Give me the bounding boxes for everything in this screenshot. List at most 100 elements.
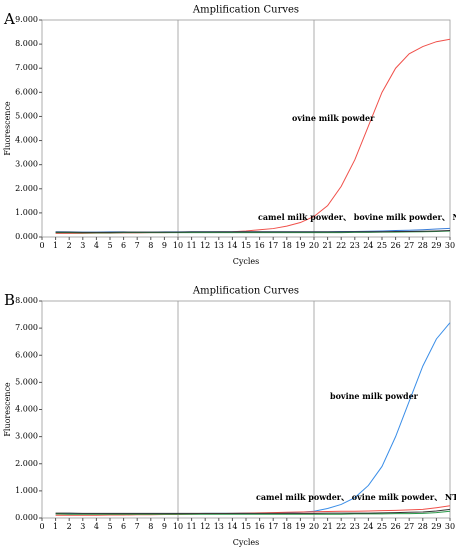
x-tick-label: 23 [350,241,360,250]
y-tick-label: 0.000 [15,513,38,522]
x-tick-label: 22 [336,522,346,531]
y-tick-label: 9.000 [15,15,38,24]
y-tick-label: 3.000 [15,432,38,441]
y-tick-label: 6.000 [15,87,38,96]
x-tick-label: 7 [135,241,140,250]
x-tick-label: 21 [323,522,333,531]
annotation: camel milk powder、 ovine milk powder、 NT… [256,492,456,502]
x-tick-label: 5 [107,522,112,531]
x-tick-label: 28 [418,522,428,531]
x-tick-label: 21 [323,241,333,250]
x-tick-label: 30 [445,241,455,250]
series-line [55,38,451,234]
y-tick-label: 7.000 [15,63,38,72]
x-tick-label: 18 [282,522,292,531]
panel-label: A [3,10,15,28]
y-tick-label: 5.000 [15,377,38,386]
y-tick-label: 6.000 [15,350,38,359]
x-tick-label: 16 [255,522,265,531]
y-tick-label: 4.000 [15,136,38,145]
x-tick-label: 9 [162,522,167,531]
x-tick-label: 17 [268,522,278,531]
x-tick-label: 16 [255,241,265,250]
y-tick-label: 3.000 [15,160,38,169]
x-tick-label: 20 [309,241,319,250]
x-tick-label: 6 [121,241,126,250]
plot-area [41,19,451,238]
x-tick-label: 19 [295,241,305,250]
x-tick-label: 15 [241,522,251,531]
x-axis-label: Cycles [233,538,260,547]
x-tick-label: 27 [404,241,414,250]
annotation: ovine milk powder [292,113,375,123]
y-tick-label: 0.000 [15,232,38,241]
x-tick-label: 8 [148,522,153,531]
x-tick-label: 11 [187,522,197,531]
chart: Amplification Curves A 0.000 1.000 2.000 3.00… [3,5,456,267]
annotation: camel milk powder、 bovine milk powder、 N… [258,212,456,222]
series-line [55,229,451,233]
x-tick-label: 22 [336,241,346,250]
series-line [55,322,451,515]
y-axis-label: Fluorescence [3,382,12,437]
x-tick-label: 12 [200,241,210,250]
x-tick-label: 23 [350,522,360,531]
x-tick-label: 26 [391,522,401,531]
x-tick-label: 10 [173,241,183,250]
panel-label: B [4,291,15,309]
x-tick-label: 30 [445,522,455,531]
y-tick-label: 8.000 [15,296,38,305]
x-tick-label: 13 [214,241,224,250]
annotation: bovine milk powder [330,391,419,401]
series-line [55,508,451,514]
plot-area [41,300,451,519]
y-tick-label: 2.000 [15,184,38,193]
x-tick-label: 14 [227,522,237,531]
x-tick-label: 24 [363,241,373,250]
x-tick-label: 2 [67,241,72,250]
x-tick-label: 10 [173,522,183,531]
x-tick-label: 26 [391,241,401,250]
x-tick-label: 1 [53,241,58,250]
x-tick-label: 7 [135,522,140,531]
x-tick-label: 29 [431,522,441,531]
y-tick-label: 2.000 [15,459,38,468]
x-tick-label: 27 [404,522,414,531]
x-tick-label: 0 [39,522,44,531]
chart-title: Amplification Curves [192,286,299,297]
x-tick-label: 25 [377,241,387,250]
y-tick-label: 7.000 [15,323,38,332]
x-tick-label: 24 [363,522,373,531]
y-axis-label: Fluorescence [3,101,12,156]
chart: Amplification Curves B 0.000 1.000 2.000 3.00… [3,286,456,548]
x-tick-label: 0 [39,241,44,250]
x-tick-label: 4 [94,241,99,250]
x-tick-label: 5 [107,241,112,250]
x-tick-label: 12 [200,522,210,531]
y-tick-label: 5.000 [15,111,38,120]
chart-title: Amplification Curves [192,5,299,16]
x-tick-label: 8 [148,241,153,250]
x-tick-label: 9 [162,241,167,250]
x-tick-label: 3 [80,241,85,250]
x-tick-label: 19 [295,522,305,531]
x-tick-label: 18 [282,241,292,250]
x-tick-label: 13 [214,522,224,531]
x-axis-label: Cycles [233,257,260,266]
x-tick-label: 20 [309,522,319,531]
x-tick-label: 17 [268,241,278,250]
x-tick-label: 1 [53,522,58,531]
x-tick-label: 15 [241,241,251,250]
y-tick-label: 1.000 [15,208,38,217]
x-tick-label: 11 [187,241,197,250]
x-tick-label: 6 [121,522,126,531]
x-tick-label: 25 [377,522,387,531]
x-tick-label: 28 [418,241,428,250]
y-tick-label: 1.000 [15,486,38,495]
x-tick-label: 29 [431,241,441,250]
y-tick-label: 8.000 [15,39,38,48]
y-tick-label: 4.000 [15,405,38,414]
x-tick-label: 2 [67,522,72,531]
x-tick-label: 4 [94,522,99,531]
